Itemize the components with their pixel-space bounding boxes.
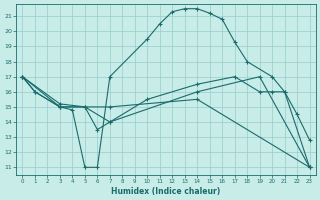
X-axis label: Humidex (Indice chaleur): Humidex (Indice chaleur) xyxy=(111,187,221,196)
